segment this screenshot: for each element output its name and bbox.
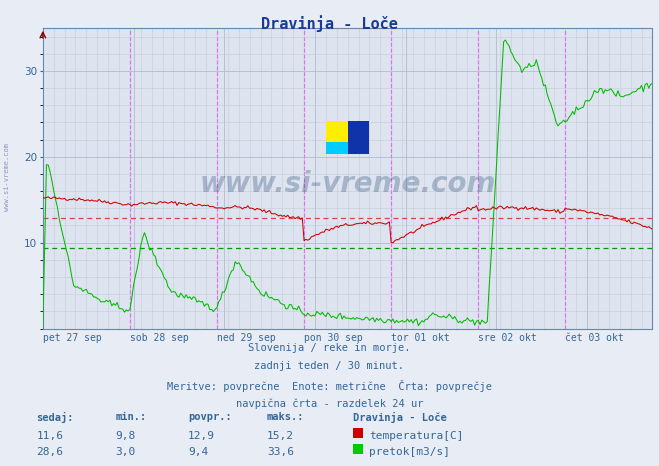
Text: Dravinja - Loče: Dravinja - Loče — [261, 15, 398, 32]
Text: zadnji teden / 30 minut.: zadnji teden / 30 minut. — [254, 361, 405, 371]
Text: ned 29 sep: ned 29 sep — [217, 333, 275, 343]
Text: 9,8: 9,8 — [115, 431, 136, 441]
Text: pon 30 sep: pon 30 sep — [304, 333, 363, 343]
Text: sre 02 okt: sre 02 okt — [478, 333, 537, 343]
Text: tor 01 okt: tor 01 okt — [391, 333, 450, 343]
Text: min.:: min.: — [115, 412, 146, 422]
Text: maks.:: maks.: — [267, 412, 304, 422]
Text: pet 27 sep: pet 27 sep — [43, 333, 101, 343]
Text: 15,2: 15,2 — [267, 431, 294, 441]
Text: sob 28 sep: sob 28 sep — [130, 333, 188, 343]
Text: pretok[m3/s]: pretok[m3/s] — [369, 447, 450, 457]
Text: Slovenija / reke in morje.: Slovenija / reke in morje. — [248, 343, 411, 352]
Text: www.si-vreme.com: www.si-vreme.com — [200, 170, 496, 198]
Text: 33,6: 33,6 — [267, 447, 294, 457]
FancyBboxPatch shape — [326, 142, 348, 154]
Text: 11,6: 11,6 — [36, 431, 63, 441]
Text: 12,9: 12,9 — [188, 431, 215, 441]
Text: www.si-vreme.com: www.si-vreme.com — [3, 143, 10, 211]
Text: temperatura[C]: temperatura[C] — [369, 431, 463, 441]
Text: 3,0: 3,0 — [115, 447, 136, 457]
Text: Dravinja - Loče: Dravinja - Loče — [353, 412, 446, 424]
Text: Meritve: povprečne  Enote: metrične  Črta: povprečje: Meritve: povprečne Enote: metrične Črta:… — [167, 380, 492, 392]
FancyBboxPatch shape — [348, 121, 369, 154]
Text: 28,6: 28,6 — [36, 447, 63, 457]
Text: čet 03 okt: čet 03 okt — [565, 333, 624, 343]
FancyBboxPatch shape — [326, 121, 348, 142]
Text: 9,4: 9,4 — [188, 447, 208, 457]
Text: navpična črta - razdelek 24 ur: navpična črta - razdelek 24 ur — [236, 398, 423, 409]
Text: sedaj:: sedaj: — [36, 412, 74, 424]
Text: povpr.:: povpr.: — [188, 412, 231, 422]
